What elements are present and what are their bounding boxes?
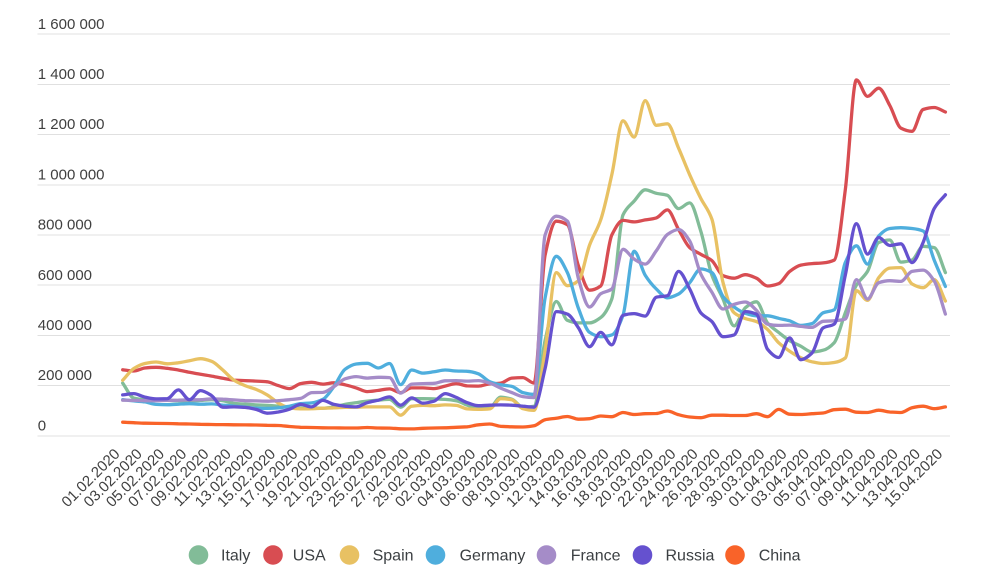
svg-text:Germany: Germany: [460, 548, 526, 565]
svg-text:France: France: [571, 548, 621, 565]
svg-text:1 600 000: 1 600 000: [38, 16, 105, 33]
svg-text:Russia: Russia: [666, 548, 715, 565]
svg-text:200 000: 200 000: [38, 367, 92, 384]
svg-text:1 200 000: 1 200 000: [38, 116, 105, 133]
svg-text:0: 0: [38, 417, 46, 434]
svg-text:800 000: 800 000: [38, 217, 92, 234]
svg-text:China: China: [759, 548, 801, 565]
svg-text:1 400 000: 1 400 000: [38, 66, 105, 83]
svg-text:600 000: 600 000: [38, 267, 92, 284]
svg-text:1 000 000: 1 000 000: [38, 166, 105, 183]
svg-text:Spain: Spain: [373, 548, 414, 565]
svg-text:Italy: Italy: [221, 548, 250, 565]
svg-text:400 000: 400 000: [38, 317, 92, 334]
svg-text:USA: USA: [293, 548, 326, 565]
